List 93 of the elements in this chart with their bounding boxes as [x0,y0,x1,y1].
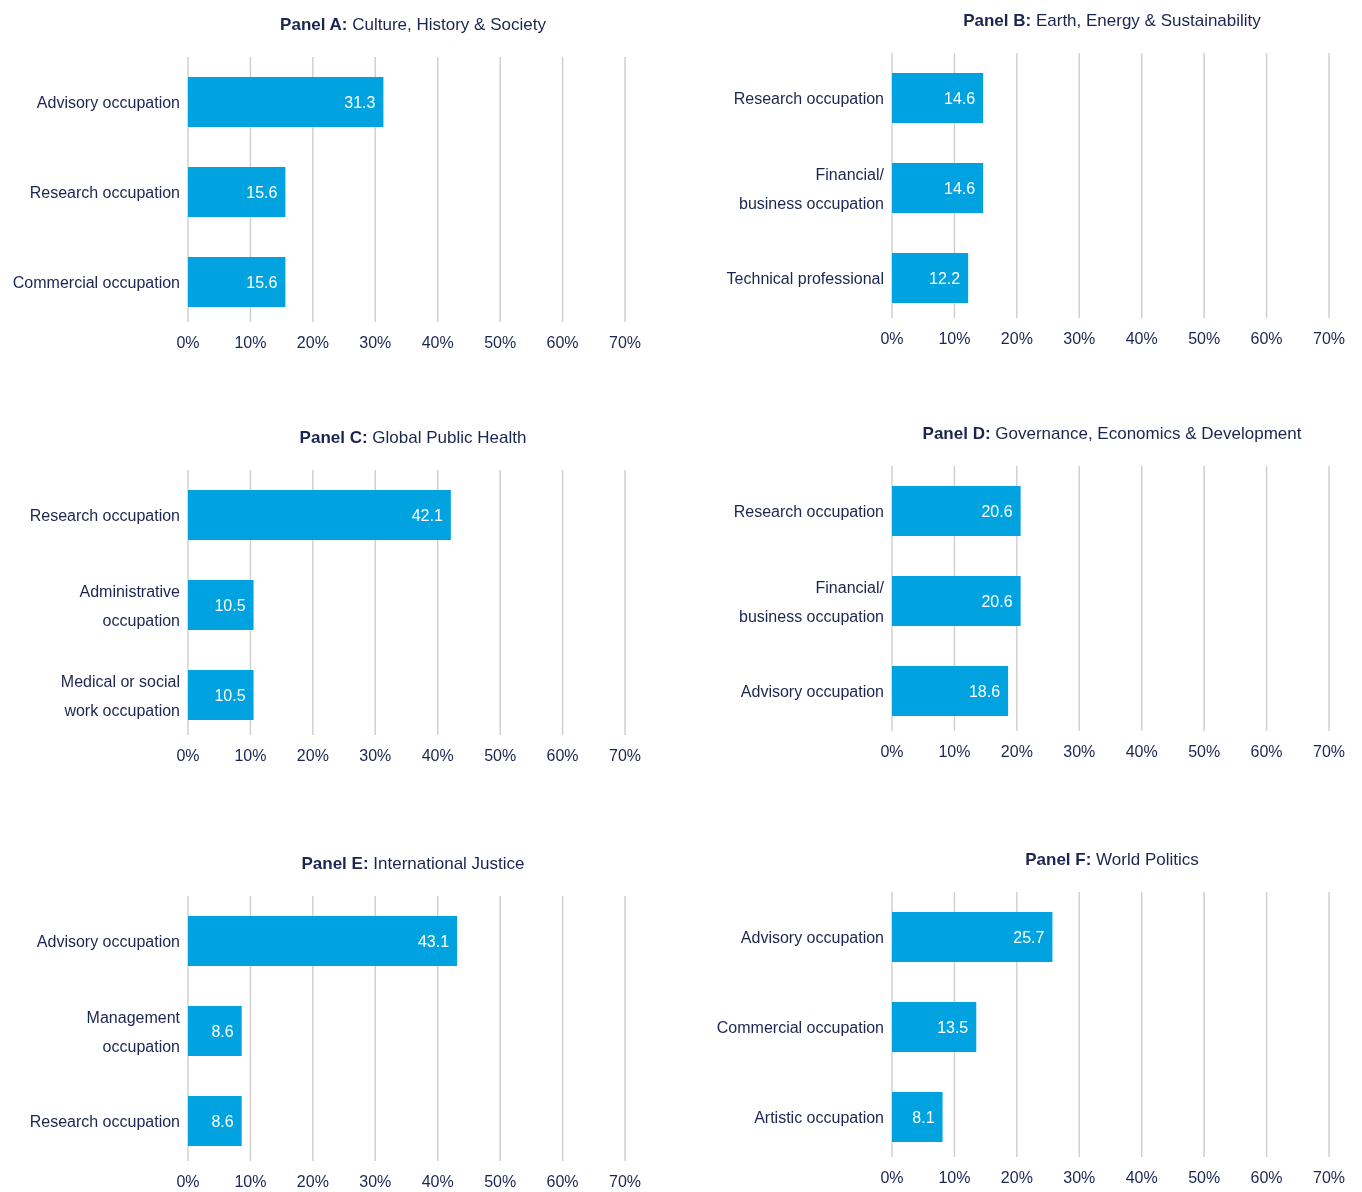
x-tick-label: 0% [880,1169,904,1186]
x-tick-label: 30% [359,334,392,351]
x-tick-label: 60% [546,1173,579,1190]
data-label: 8.6 [211,1113,234,1130]
x-tick-label: 60% [1250,1169,1283,1186]
y-tick-label: Commercial occupation [12,274,180,291]
chart-title: Panel B: Earth, Energy & Sustainability [963,11,1262,30]
y-tick-label: Advisory occupation [740,683,884,700]
x-tick-label: 40% [421,747,454,764]
x-tick-label: 20% [1000,1169,1033,1186]
bar [892,1092,943,1142]
y-tick-label: Research occupation [29,507,180,524]
y-tick-label: Administrative occupation [79,582,181,629]
y-tick-label: Financial/ business occupation [739,578,885,625]
chart-title: Panel D: Governance, Economics & Development [922,424,1302,443]
y-tick-label: Technical professional [726,270,884,287]
x-tick-label: 70% [608,1173,642,1190]
y-tick-label: Commercial occupation [716,1019,884,1036]
x-tick-label: 40% [421,334,454,351]
x-tick-label: 60% [1250,743,1283,760]
data-label: 14.6 [944,90,976,107]
y-tick-label: Research occupation [733,90,884,107]
data-label: 20.6 [981,593,1013,610]
x-tick-label: 50% [1188,330,1221,347]
data-label: 8.6 [211,1023,234,1040]
x-tick-label: 60% [546,334,579,351]
data-label: 31.3 [344,94,376,111]
x-tick-label: 60% [1250,330,1283,347]
x-tick-label: 70% [1312,743,1346,760]
chart-title: Panel C: Global Public Health [299,428,527,447]
x-tick-label: 50% [484,747,517,764]
x-tick-label: 60% [546,747,579,764]
x-tick-label: 30% [359,1173,392,1190]
x-tick-label: 10% [938,1169,971,1186]
x-tick-label: 20% [296,1173,329,1190]
x-tick-label: 70% [608,747,642,764]
data-label: 10.5 [214,597,246,614]
y-tick-label: Management occupation [86,1008,181,1055]
chart-title: Panel A: Culture, History & Society [280,15,547,34]
x-tick-label: 0% [176,1173,200,1190]
data-label: 20.6 [981,503,1013,520]
x-tick-label: 20% [1000,330,1033,347]
data-label: 15.6 [246,274,278,291]
x-tick-label: 30% [359,747,392,764]
x-tick-label: 70% [1312,330,1346,347]
y-tick-label: Artistic occupation [754,1109,884,1126]
chart-title: Panel F: World Politics [1025,850,1199,869]
x-tick-label: 10% [234,1173,267,1190]
y-tick-label: Medical or social work occupation [60,672,180,719]
data-label: 12.2 [929,270,961,287]
data-label: 18.6 [968,683,1001,700]
x-tick-label: 10% [234,334,267,351]
x-tick-label: 50% [484,1173,517,1190]
data-label: 15.6 [246,184,278,201]
x-tick-label: 40% [1125,330,1158,347]
x-tick-label: 50% [1188,1169,1221,1186]
x-tick-label: 10% [234,747,267,764]
y-tick-label: Research occupation [29,1113,180,1130]
y-tick-label: Advisory occupation [740,929,884,946]
data-label: 10.5 [214,687,246,704]
x-tick-label: 70% [1312,1169,1346,1186]
x-tick-label: 40% [421,1173,454,1190]
y-tick-label: Research occupation [733,503,884,520]
y-tick-label: Advisory occupation [36,94,180,111]
x-tick-label: 0% [176,334,200,351]
bar [892,912,1053,962]
x-tick-label: 0% [176,747,200,764]
x-tick-label: 30% [1063,330,1096,347]
data-label: 43.1 [417,933,450,950]
y-tick-label: Financial/ business occupation [739,165,885,212]
x-tick-label: 50% [1188,743,1221,760]
x-tick-label: 20% [296,334,329,351]
data-label: 25.7 [1013,929,1045,946]
x-tick-label: 10% [938,330,971,347]
x-tick-label: 20% [296,747,329,764]
x-tick-label: 20% [1000,743,1033,760]
x-tick-label: 30% [1063,1169,1096,1186]
x-tick-label: 40% [1125,1169,1158,1186]
x-tick-label: 0% [880,743,904,760]
x-tick-label: 70% [608,334,642,351]
chart-title: Panel E: International Justice [301,854,525,873]
data-label: 8.1 [912,1109,935,1126]
data-label: 42.1 [411,507,443,524]
y-tick-label: Research occupation [29,184,180,201]
data-label: 14.6 [944,180,976,197]
x-tick-label: 10% [938,743,971,760]
x-tick-label: 50% [484,334,517,351]
x-tick-label: 0% [880,330,904,347]
bar [892,1002,977,1052]
x-tick-label: 40% [1125,743,1158,760]
y-tick-label: Advisory occupation [36,933,180,950]
data-label: 13.5 [937,1019,969,1036]
x-tick-label: 30% [1063,743,1096,760]
